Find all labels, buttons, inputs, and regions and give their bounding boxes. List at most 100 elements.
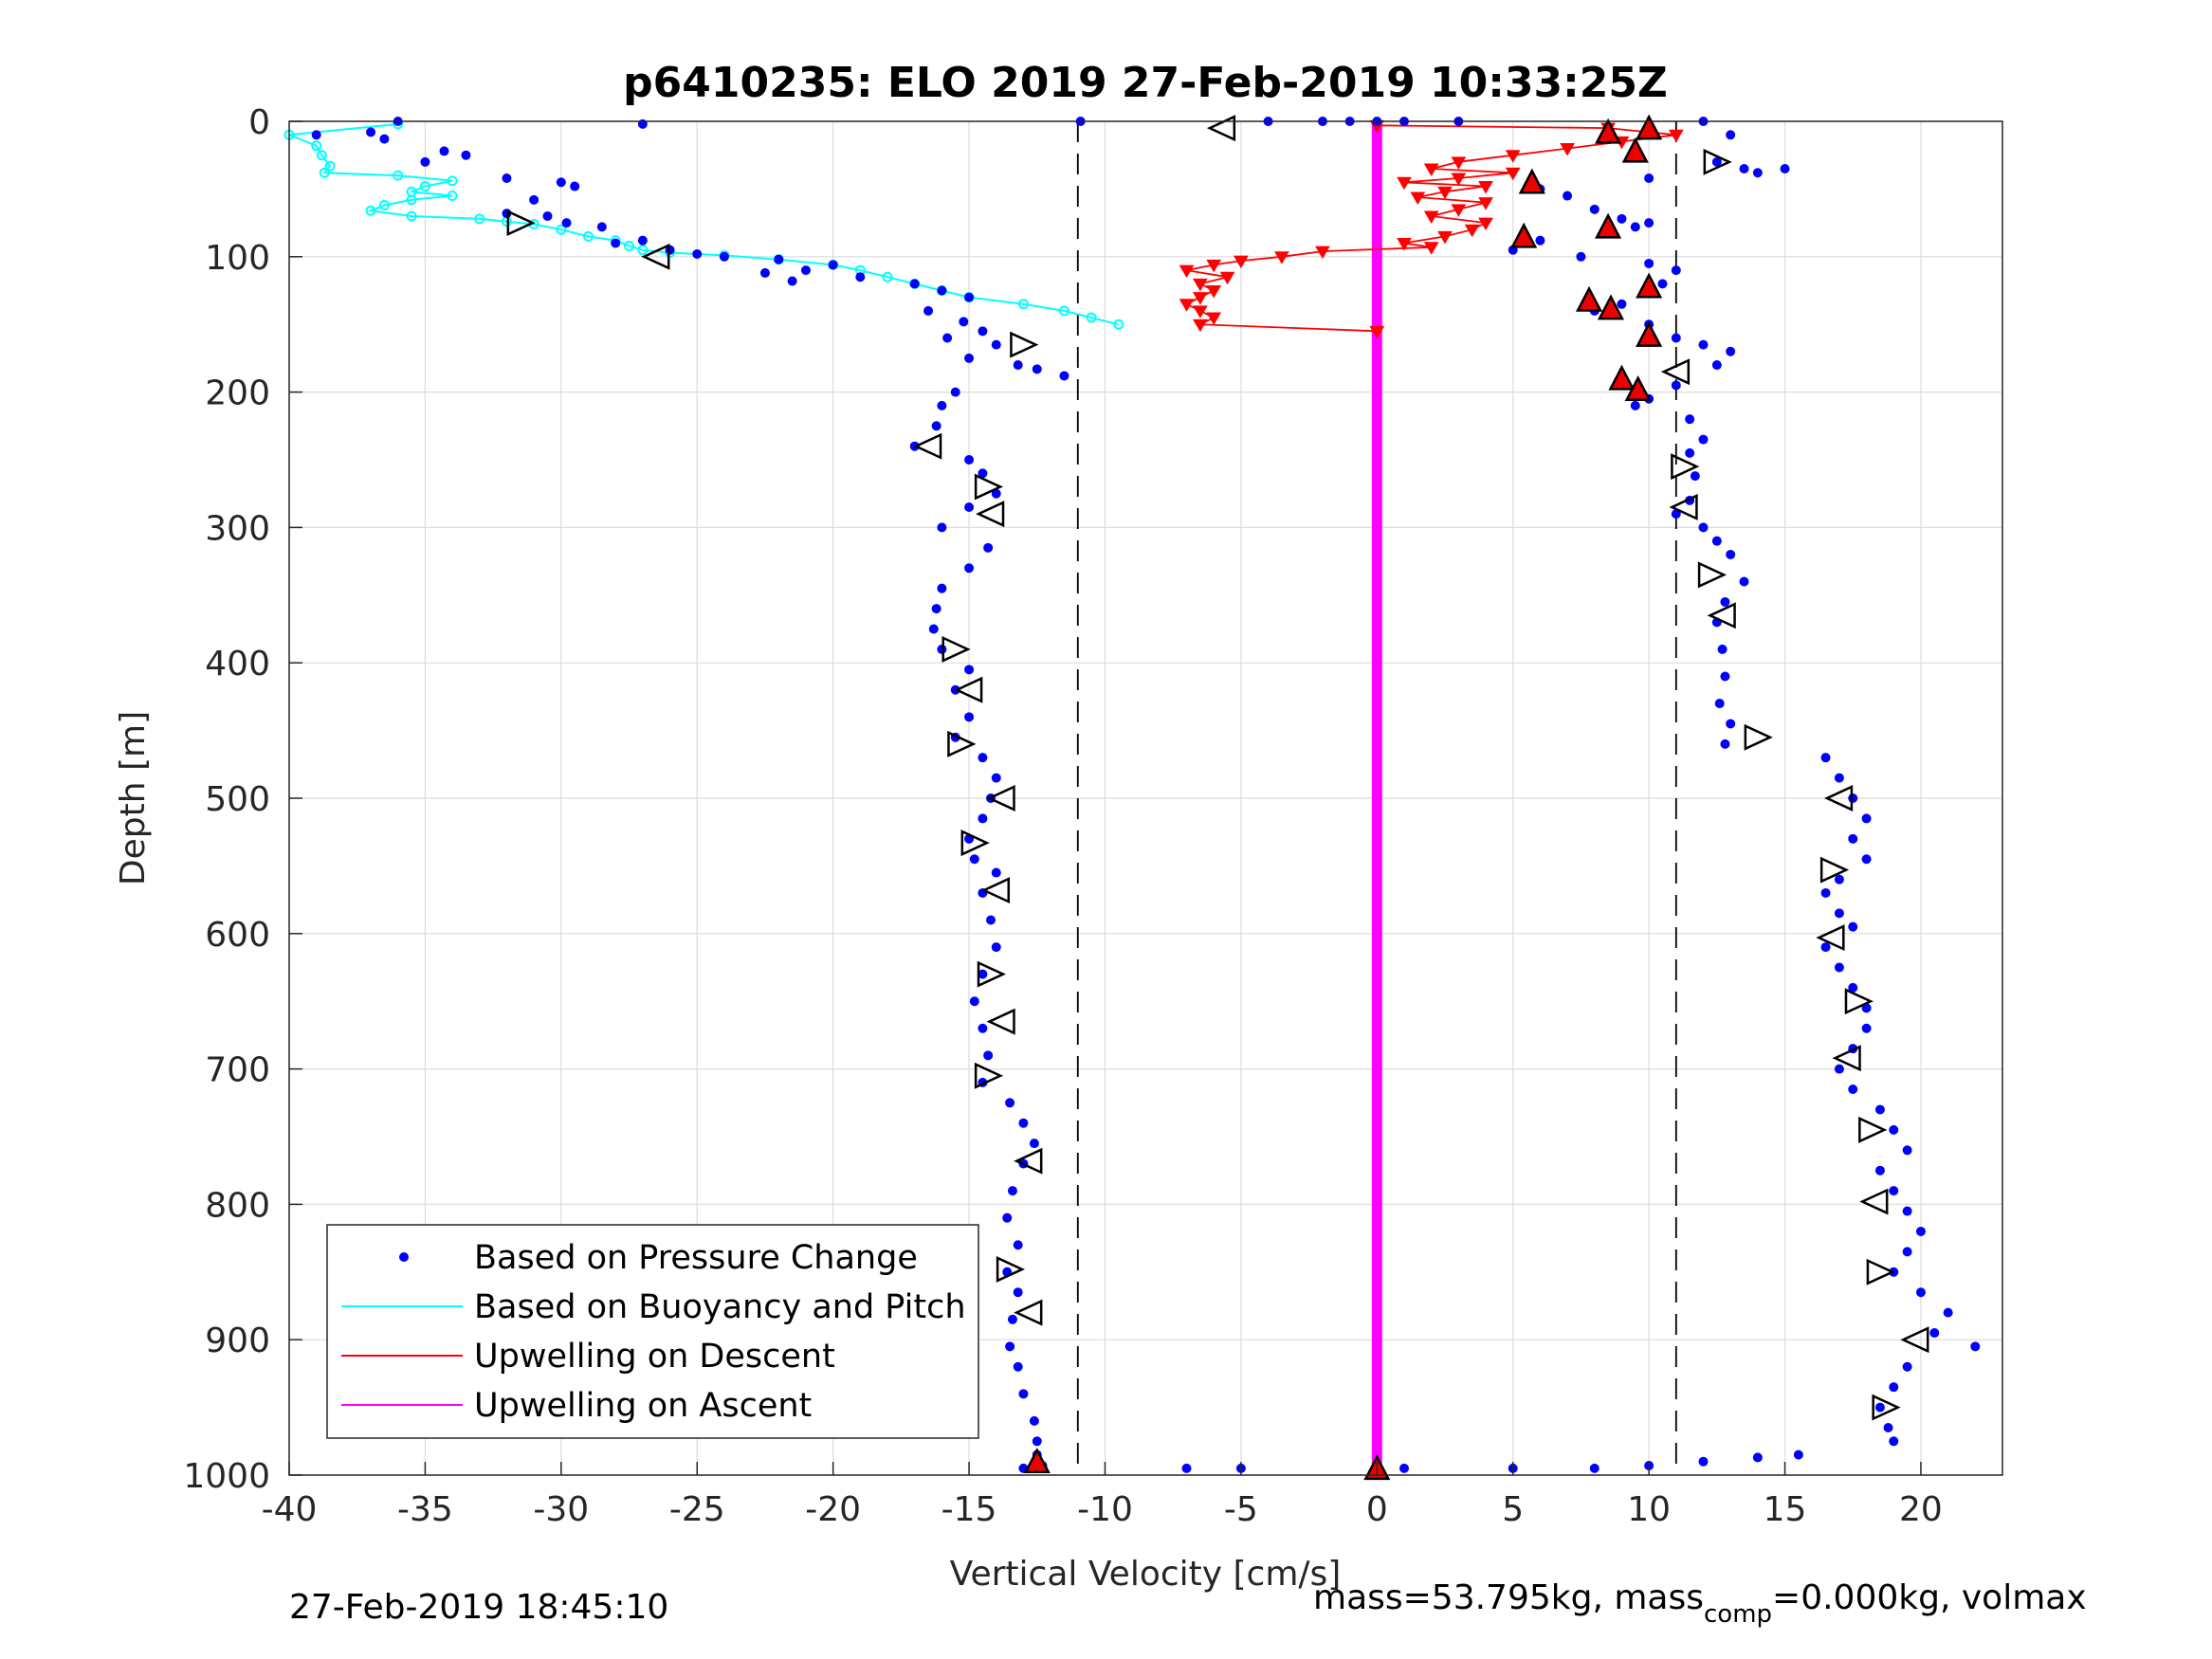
x-tick-label: 5	[1502, 1490, 1524, 1529]
pressure-point	[978, 468, 988, 479]
pressure-point	[1820, 753, 1831, 763]
buoyancy-point	[637, 245, 649, 256]
y-tick-label: 0	[248, 103, 270, 142]
red-triangle-marker	[1608, 364, 1636, 391]
pressure-point	[1013, 360, 1023, 371]
pressure-point	[978, 969, 988, 979]
y-tick-label: 100	[205, 239, 270, 278]
pressure-point	[1726, 549, 1736, 559]
pressure-point	[1874, 1165, 1885, 1176]
pressure-point	[556, 177, 566, 188]
x-tick-label: -10	[1077, 1490, 1133, 1529]
pressure-point	[1752, 168, 1763, 178]
pressure-point	[969, 996, 979, 1007]
y-tick-label: 300	[205, 509, 270, 548]
pressure-point	[1902, 1247, 1912, 1257]
pressure-point	[1690, 471, 1700, 482]
pressure-point	[1726, 130, 1736, 140]
pressure-point	[1013, 1240, 1023, 1250]
legend-box	[326, 1224, 979, 1439]
open-triangle-marker	[1014, 1147, 1043, 1175]
descent-upwelling-point	[1423, 163, 1439, 176]
open-triangle-marker	[1744, 723, 1773, 751]
x-tick-label: 0	[1366, 1490, 1388, 1529]
buoyancy-point	[319, 167, 330, 178]
x-tick-label: 20	[1899, 1490, 1943, 1529]
open-triangle-marker	[1872, 1394, 1901, 1421]
pressure-point	[909, 279, 920, 289]
pressure-point	[1720, 671, 1730, 682]
buoyancy-point	[378, 200, 390, 211]
red-triangle-marker	[1518, 168, 1545, 194]
pressure-point	[366, 127, 376, 137]
pressure-point	[1889, 1436, 1899, 1447]
pressure-point	[1576, 251, 1586, 262]
open-triangle-marker	[980, 877, 1010, 904]
red-triangle-marker	[1636, 272, 1663, 299]
pressure-point	[964, 501, 975, 512]
legend-swatch-pressure	[399, 1252, 409, 1262]
descent-upwelling-point	[1179, 299, 1195, 312]
pressure-point	[937, 644, 947, 654]
pressure-point	[1630, 222, 1640, 232]
open-triangle-marker	[1819, 856, 1850, 884]
pressure-point	[542, 210, 553, 221]
buoyancy-point	[316, 150, 327, 161]
pressure-point	[1902, 1361, 1912, 1372]
buoyancy-point	[1017, 299, 1029, 310]
buoyancy-point	[474, 213, 485, 225]
descent-upwelling-point	[1369, 325, 1385, 339]
x-tick-label: -5	[1224, 1490, 1258, 1529]
pressure-point	[1752, 1452, 1763, 1463]
pressure-point	[928, 624, 939, 634]
pressure-point	[978, 1023, 988, 1033]
open-triangle-marker	[1859, 1188, 1889, 1215]
pressure-point	[1874, 1104, 1885, 1115]
x-axis-ticks: -40 -35 -30 -25 -20 -15 -10 -5 0 5 10 15 20	[262, 1462, 1943, 1529]
red-triangle-marker	[1595, 212, 1622, 239]
open-triangle-marker	[1823, 785, 1854, 811]
footer-mass-info: mass=53.795kg, masscomp=0.000kg, volmax	[1313, 1578, 2087, 1629]
pressure-point	[1644, 218, 1654, 228]
pressure-point	[1834, 773, 1844, 783]
red-triangle-marker	[1636, 320, 1663, 347]
pressure-point	[978, 813, 988, 824]
descent-upwelling-point	[1179, 264, 1195, 279]
legend-label-descent: Upwelling on Descent	[474, 1338, 835, 1376]
pressure-point	[1589, 204, 1600, 214]
pressure-point	[1834, 962, 1844, 973]
pressure-point	[1644, 258, 1654, 268]
pressure-point	[1685, 447, 1695, 458]
descent-upwelling-point	[1451, 156, 1467, 170]
pressure-point	[964, 563, 975, 574]
open-triangle-marker	[1816, 924, 1845, 952]
pressure-point	[969, 854, 979, 865]
pressure-point	[1889, 1382, 1899, 1393]
open-triangle-marker	[974, 473, 1004, 501]
red-triangle-marker	[1595, 118, 1622, 144]
buoyancy-point	[365, 205, 376, 216]
descent-upwelling-point	[1315, 246, 1330, 260]
pressure-point	[1889, 1186, 1899, 1196]
descent-upwelling-point	[1206, 285, 1222, 299]
x-tick-label: -20	[805, 1490, 861, 1529]
pressure-point	[1889, 1124, 1899, 1135]
pressure-point	[1013, 1361, 1023, 1372]
buoyancy-point	[447, 191, 458, 202]
red-triangle-marker	[1636, 114, 1663, 140]
pressure-point	[1834, 908, 1844, 919]
pressure-point	[1929, 1328, 1940, 1339]
pressure-point	[991, 773, 1001, 783]
pressure-point	[1861, 813, 1872, 824]
pressure-point	[942, 333, 953, 343]
buoyancy-point	[624, 240, 635, 251]
pressure-point	[937, 522, 947, 533]
pressure-point	[1848, 793, 1858, 803]
descent-upwelling-point	[1206, 259, 1222, 273]
y-axis-ticks: 0 100 200 300 400 500 600 700 800 900 1000	[183, 103, 302, 1496]
pressure-point	[1834, 874, 1844, 884]
buoyancy-point	[1113, 319, 1124, 330]
descent-upwelling-point	[1274, 251, 1289, 264]
pressure-point	[611, 238, 621, 248]
y-tick-label: 600	[205, 916, 270, 955]
